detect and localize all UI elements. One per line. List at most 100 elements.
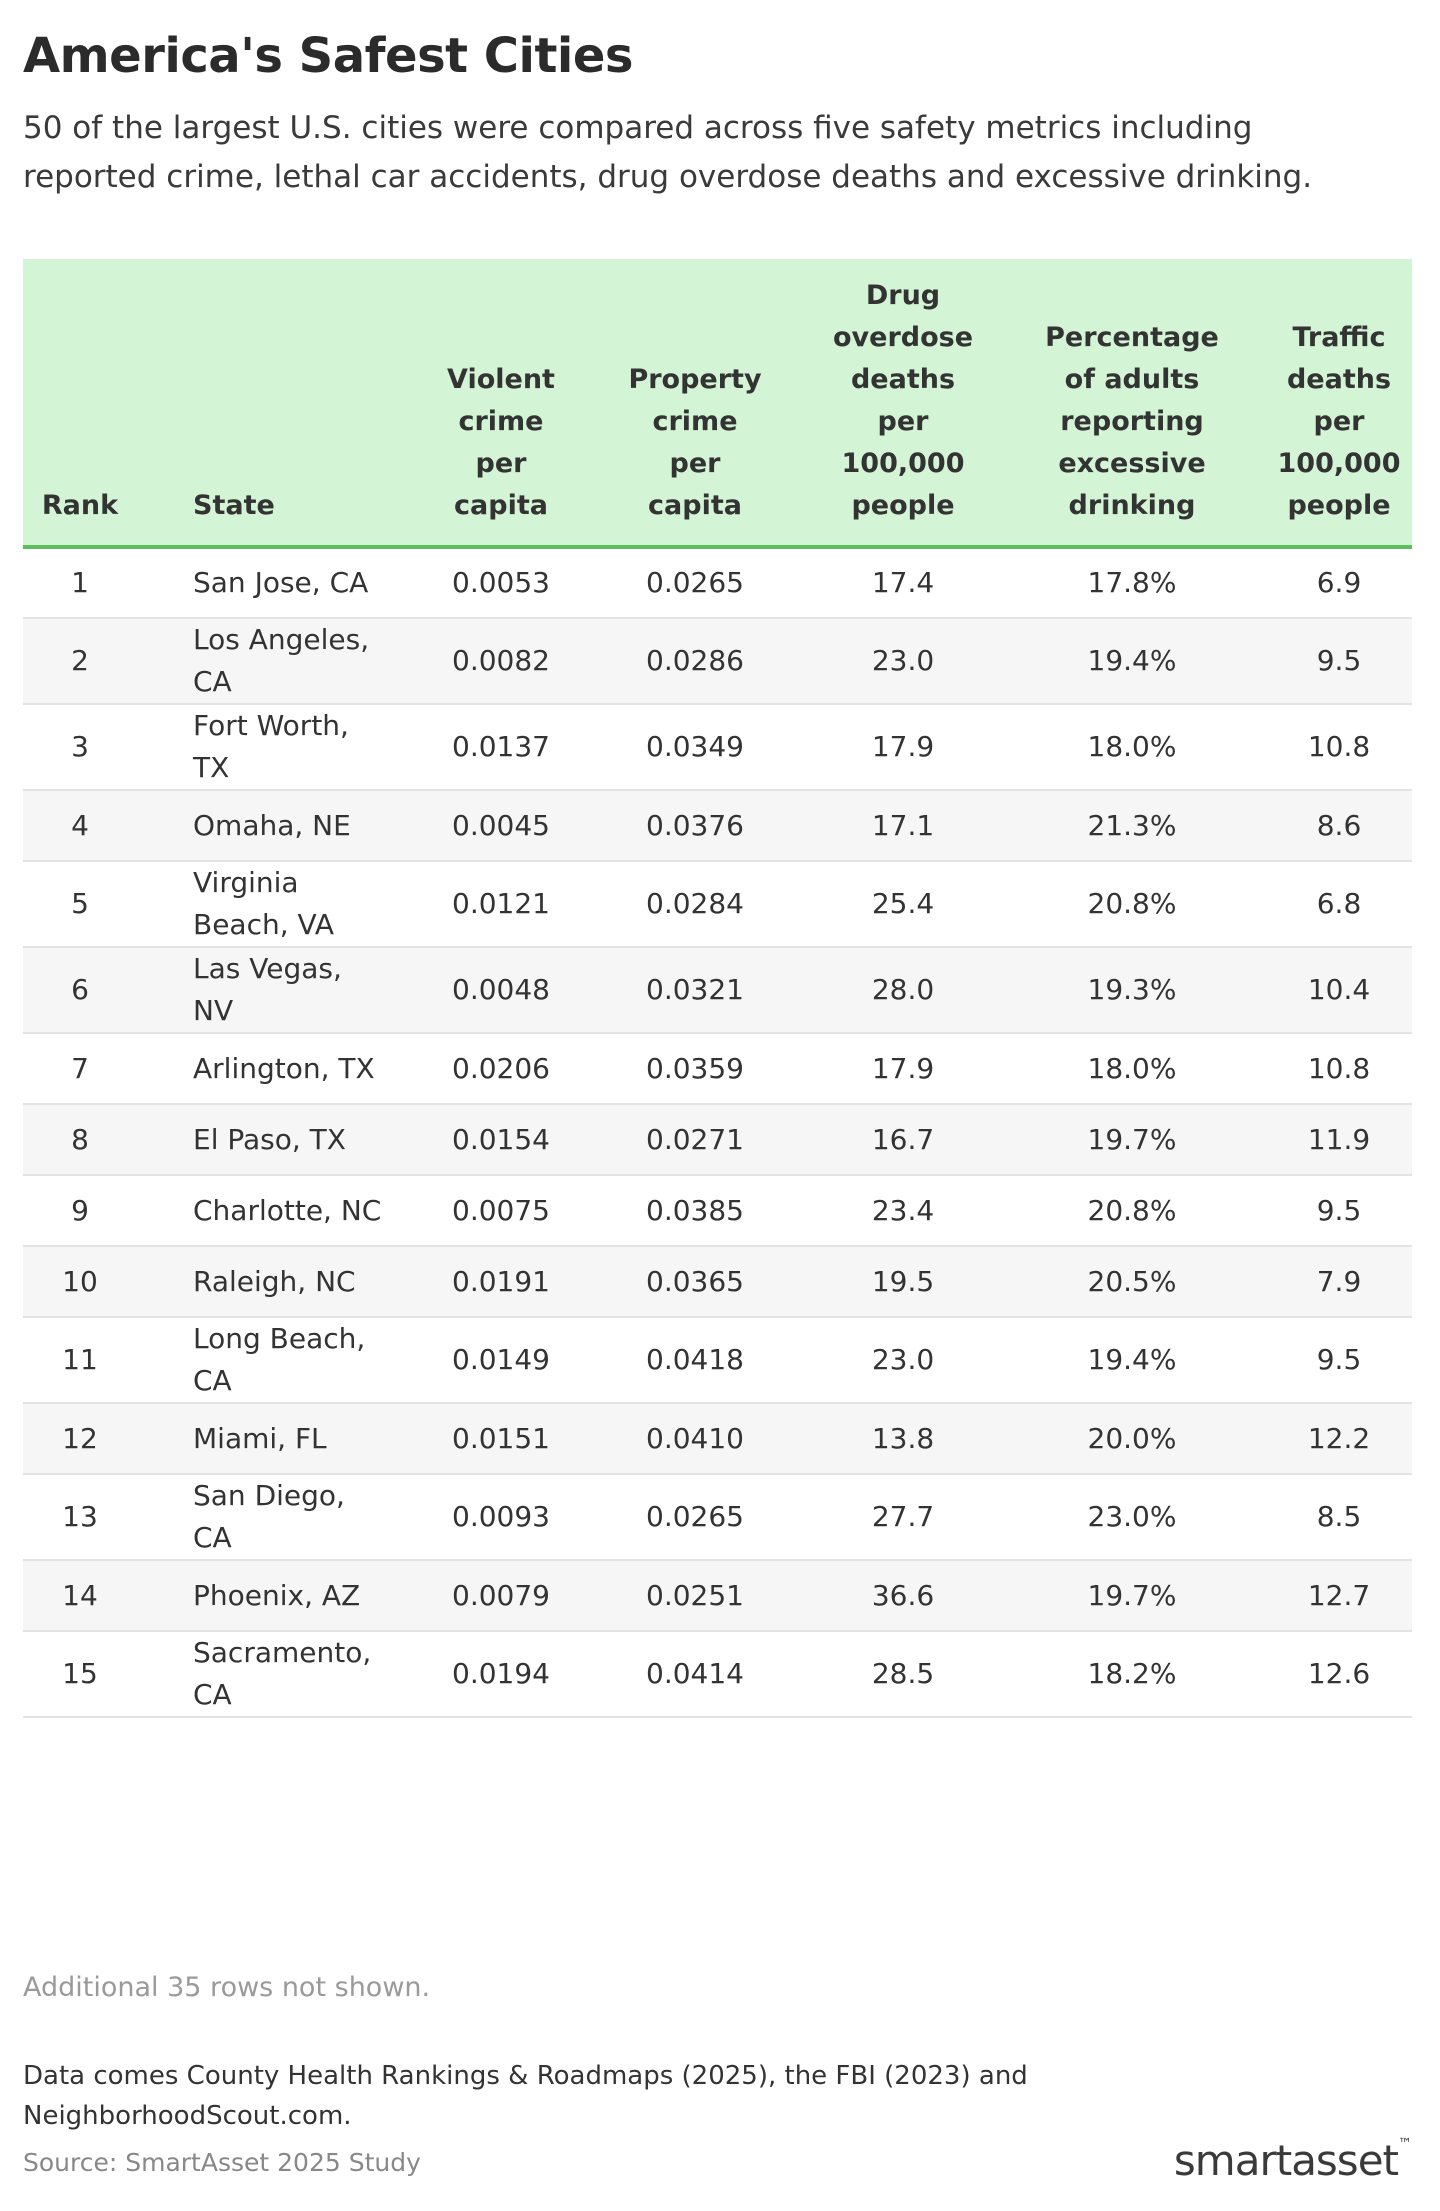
table-row: 13 San Diego, CA 0.0093 0.0265 27.7 23.0% 8.5 xyxy=(23,1474,1412,1560)
column-header: Traffic deaths per 100,000 people xyxy=(1266,259,1412,547)
cell: 25.4 xyxy=(871,887,935,920)
column-header: State xyxy=(137,259,420,547)
cell: 0.0251 xyxy=(646,1578,744,1612)
title: America's Safest Cities xyxy=(23,28,634,84)
cell: 20.8% xyxy=(1087,1193,1177,1227)
cell: 0.0079 xyxy=(452,1578,550,1612)
cell: 0.0376 xyxy=(646,808,744,842)
cell: 3 xyxy=(71,730,89,763)
cell: Miami, FL xyxy=(137,1403,420,1474)
cell: 0.0349 xyxy=(646,730,744,763)
cell: 19.3% xyxy=(1087,973,1177,1006)
cell: 0.0359 xyxy=(646,1051,744,1085)
city-name: Las Vegas, NV xyxy=(193,952,342,1027)
column-header-text: Property crime per capita xyxy=(628,364,762,521)
cell: 0.0137 xyxy=(452,730,550,763)
cell: Charlotte, NC xyxy=(137,1175,420,1246)
city-name: San Jose, CA xyxy=(193,566,369,599)
cell: 13.8 xyxy=(871,1421,935,1455)
column-header-text: Percentage of adults reporting excessive… xyxy=(1045,322,1219,521)
cell: San Diego, CA xyxy=(137,1474,420,1560)
cell: 27.7 xyxy=(871,1500,935,1533)
cell: 28.0 xyxy=(871,973,935,1006)
cell: Fort Worth, TX xyxy=(137,704,420,790)
cell: 0.0194 xyxy=(452,1657,550,1690)
table-row: 4 Omaha, NE 0.0045 0.0376 17.1 21.3% 8.6 xyxy=(23,790,1412,861)
cell: 0.0075 xyxy=(452,1193,550,1227)
cell: 28.5 xyxy=(871,1657,935,1690)
column-header-text: Rank xyxy=(41,490,119,521)
cell: 17.9 xyxy=(871,730,935,763)
data-note: Data comes County Health Rankings & Road… xyxy=(23,2061,1028,2131)
cell: 17.9 xyxy=(871,1051,935,1085)
cell: 17.4 xyxy=(871,566,935,599)
cell: 0.0385 xyxy=(646,1193,744,1227)
table-row: 2 Los Angeles, CA 0.0082 0.0286 23.0 19.4% 9.5 xyxy=(23,618,1412,704)
cell: 18.2% xyxy=(1087,1657,1177,1690)
cell: 21.3% xyxy=(1087,808,1177,842)
table-header: Rank State Violent crime per capita Propert… xyxy=(23,259,1412,547)
city-name: Omaha, NE xyxy=(193,808,351,842)
cell: 18.0% xyxy=(1087,730,1177,763)
cell: 0.0121 xyxy=(452,887,550,920)
cell: 0.0271 xyxy=(646,1122,744,1156)
cell: 20.0% xyxy=(1087,1421,1177,1455)
table-row: 9 Charlotte, NC 0.0075 0.0385 23.4 20.8% 9.5 xyxy=(23,1175,1412,1246)
table-row: 15 Sacramento, CA 0.0194 0.0414 28.5 18.2% 12.… xyxy=(23,1631,1412,1717)
cell: 0.0093 xyxy=(452,1500,550,1533)
source: Source: SmartAsset 2025 Study xyxy=(23,2148,421,2177)
cell: Omaha, NE xyxy=(137,790,420,861)
column-header-text: Violent crime per capita xyxy=(447,364,555,521)
cell: Long Beach, CA xyxy=(137,1317,420,1403)
data-table: Rank State Violent crime per capita Propert… xyxy=(23,259,1412,1718)
table-row: 7 Arlington, TX 0.0206 0.0359 17.9 18.0% 10.8 xyxy=(23,1033,1412,1104)
column-header-text: Drug overdose deaths per 100,000 people xyxy=(832,280,974,521)
cell: 0.0048 xyxy=(452,973,550,1006)
cell: 18.0% xyxy=(1087,1051,1177,1085)
cell: 0.0365 xyxy=(646,1264,744,1298)
cell: Virginia Beach, VA xyxy=(137,861,420,947)
cell: San Jose, CA xyxy=(137,547,420,618)
table-row: 1 San Jose, CA 0.0053 0.0265 17.4 17.8% 6.9 xyxy=(23,547,1412,618)
cell: 19.7% xyxy=(1087,1578,1177,1612)
cell: 12.2 xyxy=(1307,1421,1371,1455)
cell: 10.8 xyxy=(1307,1051,1371,1085)
city-name: Sacramento, CA xyxy=(193,1636,372,1711)
cell: 0.0321 xyxy=(646,973,744,1006)
cell: 10.4 xyxy=(1307,973,1371,1006)
logo: smartasset™ xyxy=(1174,2136,1412,2185)
cell: 6.9 xyxy=(1316,566,1362,599)
cell: 0.0154 xyxy=(452,1122,550,1156)
cell: 0.0082 xyxy=(452,644,550,677)
cell: 23.0 xyxy=(871,644,935,677)
column-header: Violent crime per capita xyxy=(420,259,582,547)
column-header: Drug overdose deaths per 100,000 people xyxy=(808,259,998,547)
cell: 13 xyxy=(62,1500,98,1533)
cell: 23.0% xyxy=(1087,1500,1177,1533)
cell: 2 xyxy=(71,644,89,677)
table-row: 14 Phoenix, AZ 0.0079 0.0251 36.6 19.7% 12.7 xyxy=(23,1560,1412,1631)
city-name: San Diego, CA xyxy=(193,1479,345,1554)
cell: 19.4% xyxy=(1087,644,1177,677)
cell: 11.9 xyxy=(1307,1122,1371,1156)
cell: 0.0045 xyxy=(452,808,550,842)
cell: 9.5 xyxy=(1316,1193,1362,1227)
cell: 0.0284 xyxy=(646,887,744,920)
cell: Sacramento, CA xyxy=(137,1631,420,1717)
cell: 36.6 xyxy=(871,1578,935,1612)
cell: 9.5 xyxy=(1316,1343,1362,1376)
cell: 19.4% xyxy=(1087,1343,1177,1376)
cell: 5 xyxy=(71,887,89,920)
cell: 8.6 xyxy=(1316,808,1362,842)
rows-note: Additional 35 rows not shown. xyxy=(23,1972,431,2003)
city-name: Fort Worth, TX xyxy=(193,709,349,784)
cell: Arlington, TX xyxy=(137,1033,420,1104)
cell: 6 xyxy=(71,973,89,1006)
table-row: 8 El Paso, TX 0.0154 0.0271 16.7 19.7% 11.9 xyxy=(23,1104,1412,1175)
cell: 9 xyxy=(71,1193,89,1227)
cell: 15 xyxy=(62,1657,98,1690)
cell: 0.0286 xyxy=(646,644,744,677)
cell: Phoenix, AZ xyxy=(137,1560,420,1631)
subtitle: 50 of the largest U.S. cities were compa… xyxy=(23,110,1313,195)
